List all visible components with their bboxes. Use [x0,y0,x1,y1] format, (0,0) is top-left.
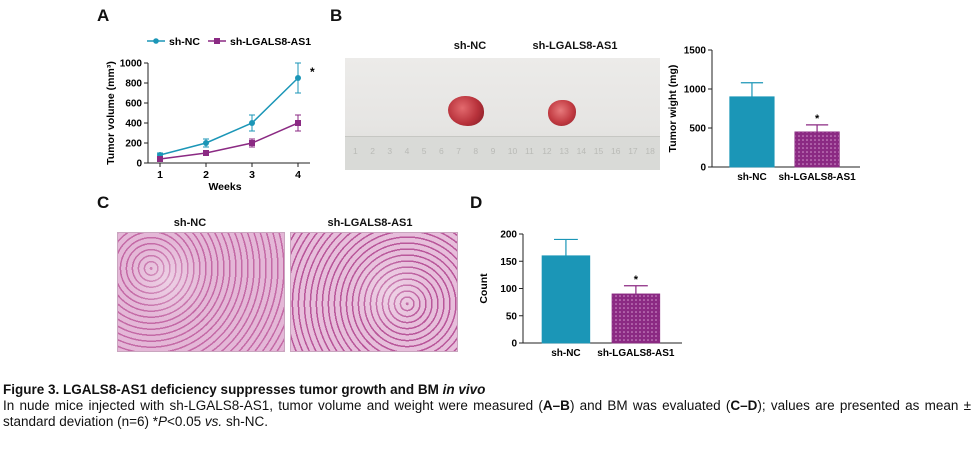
tumor-photo: 1 2 3 4 5 6 7 8 9 10 11 12 13 14 15 16 17 18 [345,58,660,170]
x-tick-label: sh-NC [551,348,580,359]
ruler-number: 14 [576,146,587,156]
caption-title: Figure 3. LGALS8-AS1 deficiency suppress… [3,382,486,397]
figure-caption: Figure 3. LGALS8-AS1 deficiency suppress… [3,382,971,430]
y-tick-label: 400 [125,119,142,130]
y-tick-label: 200 [500,230,517,241]
significance-marker: * [634,274,639,286]
ruler-number: 15 [593,146,604,156]
y-tick-label: 150 [500,257,517,268]
y-tick-label: 1000 [120,59,143,70]
bm-count-bar-chart: 0 50 100 150 200 Count sh-NC sh-LGALS8-AS1 * [478,230,682,359]
ruler-number: 18 [645,146,655,156]
y-tick-label: 1500 [684,46,707,57]
y-tick-label: 1000 [684,85,707,96]
bar [729,96,775,168]
ruler-number: 11 [525,146,534,156]
y-tick-label: 50 [506,311,518,322]
tumor-lg [548,100,576,126]
legend-label-lg: sh-LGALS8-AS1 [230,36,311,48]
histology-image-nc [117,232,285,352]
panel-label-b: B [330,6,343,25]
histology-label-lg: sh-LGALS8-AS1 [327,217,413,229]
y-tick-label: 200 [125,139,142,150]
legend-marker-lg [214,38,220,44]
data-point [249,120,255,126]
histology-image-lg [290,232,458,352]
legend-marker-nc [153,38,159,44]
y-tick-label: 100 [500,284,517,295]
y-tick-label: 600 [125,99,142,110]
y-tick-label: 0 [511,339,517,350]
histology-label-nc: sh-NC [173,217,207,229]
bar [794,131,840,168]
significance-marker: * [310,65,315,79]
bar [541,255,591,344]
series-line [159,122,299,160]
chart-legend: sh-NC sh-LGALS8-AS1 [147,36,311,48]
ruler-number: 17 [628,146,638,156]
x-tick-label: 2 [203,169,209,181]
y-tick-label: 0 [700,163,706,174]
x-axis-title: Weeks [208,181,241,193]
data-point [203,140,209,146]
data-point [295,75,301,81]
tumor-weight-bar-chart: 0 500 1000 1500 Tumor wight (mg) sh-NC sh-LGAL… [667,46,860,183]
series-line [159,77,299,156]
ruler-number: 3 [387,146,393,156]
data-point [203,150,209,156]
y-tick-label: 0 [136,159,142,170]
tumor-volume-line-chart: sh-NC sh-LGALS8-AS1 * 0 200 400 600 800 1000 1… [105,36,315,193]
y-tick-label: 800 [125,79,142,90]
photo-label-nc: sh-NC [453,40,487,52]
ruler-number: 10 [507,146,518,156]
ruler-number: 4 [404,146,410,156]
x-tick-label: 1 [157,169,163,181]
x-tick-label: 4 [295,169,301,181]
data-point [249,140,255,146]
ruler-number: 1 [353,146,358,156]
data-point [157,156,163,162]
y-tick-label: 500 [689,124,706,135]
y-axis-title: Tumor wight (mg) [667,65,679,153]
ruler-number: 5 [421,146,427,156]
ruler-number: 9 [490,146,496,156]
x-tick-label: 3 [249,169,255,181]
ruler-number: 6 [439,146,444,156]
legend-label-nc: sh-NC [169,36,200,48]
bar [611,293,661,344]
y-axis-title: Tumor volume (mm³) [105,61,117,165]
x-tick-label: sh-LGALS8-AS1 [778,172,856,183]
ruler-numbers: 1 2 3 4 5 6 7 8 9 10 11 12 13 14 15 16 17 18 [345,146,660,160]
ruler-number: 7 [456,146,461,156]
photo-label-lg: sh-LGALS8-AS1 [532,40,618,52]
ruler: 1 2 3 4 5 6 7 8 9 10 11 12 13 14 15 16 17 18 [345,136,660,170]
x-tick-label: sh-NC [737,172,766,183]
panel-label-d: D [470,193,483,212]
panel-label-a: A [97,6,110,25]
panel-label-c: C [97,193,110,212]
ruler-number: 8 [473,146,479,156]
caption-body: In nude mice injected with sh-LGALS8-AS1… [3,398,971,429]
x-tick-label: sh-LGALS8-AS1 [597,348,675,359]
ruler-number: 13 [559,146,569,156]
ruler-number: 12 [542,146,552,156]
data-point [295,120,301,126]
ruler-number: 2 [370,146,375,156]
ruler-number: 16 [611,146,621,156]
y-axis-title: Count [478,273,490,304]
significance-marker: * [815,113,820,125]
tumor-nc [448,96,484,126]
